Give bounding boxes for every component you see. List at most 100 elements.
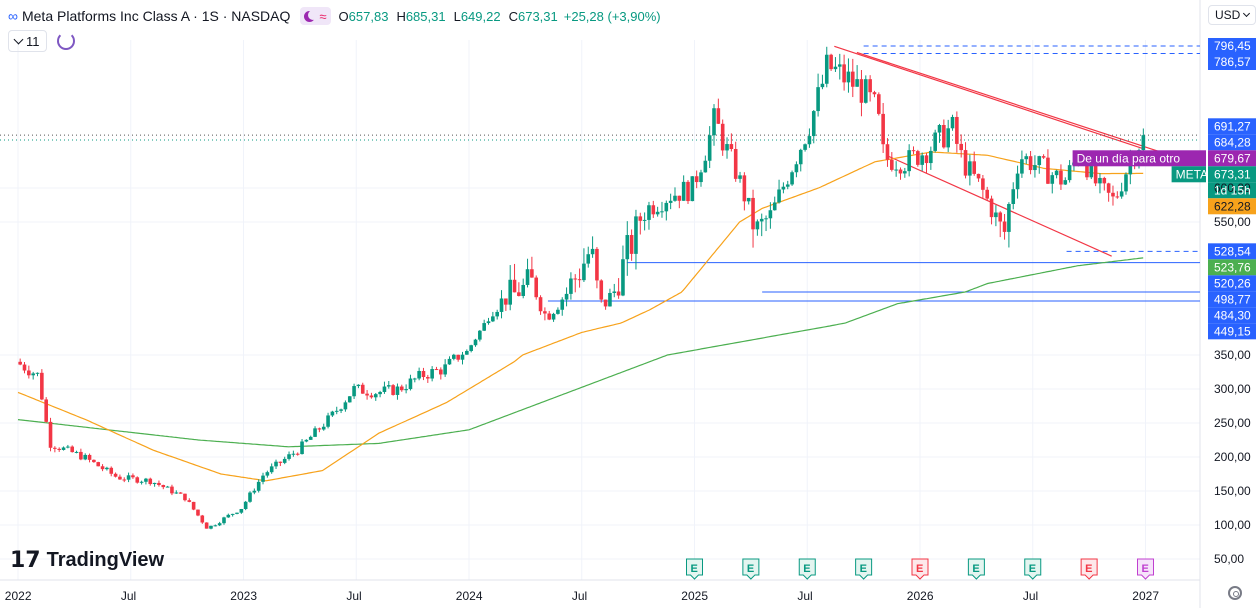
gear-icon[interactable] (1228, 586, 1242, 600)
currency-select[interactable]: USD (1208, 5, 1257, 25)
indicator-count: 11 (26, 33, 40, 49)
y-tick-label: 600,00 (1214, 181, 1251, 195)
session-pill[interactable]: ≈ (300, 7, 331, 25)
symbol-title[interactable]: Meta Platforms Inc Class A · 1S · NASDAQ (21, 8, 291, 24)
candle-body (1093, 162, 1098, 184)
open-label: O (338, 8, 349, 24)
candle-body (521, 284, 526, 296)
candle-body (347, 396, 352, 403)
candle-body (18, 361, 22, 365)
candle-body (53, 447, 57, 449)
close-value: 673,31 (517, 8, 558, 24)
y-tick-label: 250,00 (1214, 416, 1251, 430)
chart-header: ∞ Meta Platforms Inc Class A · 1S · NASD… (8, 6, 661, 26)
candle-body (877, 94, 881, 114)
candle-body (651, 205, 656, 215)
candle-body (48, 421, 53, 448)
channel-layer (834, 45, 1191, 257)
candle-body (57, 448, 61, 450)
candle-body (551, 313, 556, 320)
candle-body (725, 144, 729, 151)
candle-body (1089, 162, 1094, 178)
candle-body (781, 186, 786, 190)
earnings-marker (686, 558, 703, 580)
candle-body (1128, 159, 1133, 175)
candle-body (768, 210, 773, 219)
earnings-marker (911, 558, 929, 580)
candle-body (994, 212, 998, 218)
candle-body (478, 330, 482, 340)
candle-body (903, 171, 907, 174)
candle-body (439, 369, 443, 375)
refresh-icon[interactable] (56, 32, 75, 50)
chevron-down-icon (1243, 9, 1251, 18)
candle-body (152, 482, 157, 485)
candle-body (126, 475, 131, 480)
candle-body (738, 175, 742, 179)
tradingview-logo[interactable]: 17 TradingView (10, 548, 164, 573)
candle-body (517, 292, 521, 296)
side-tag-text: META (1176, 167, 1208, 181)
candle-body (274, 461, 278, 467)
price-label-badge (1208, 54, 1256, 70)
indicator-controls: 11 (8, 30, 75, 52)
side-tag-badge (1171, 166, 1206, 183)
candle-body (434, 369, 439, 371)
candle-body (196, 509, 200, 516)
candle-body (482, 323, 486, 331)
candle-body (1028, 156, 1033, 171)
candle-body (1050, 175, 1055, 184)
change-value: +25,28 (+3,90%) (563, 8, 661, 24)
price-label-badge (1208, 182, 1256, 199)
candle-body (916, 151, 920, 165)
candle-body (465, 350, 469, 355)
candle-body (161, 485, 166, 488)
candle-body (308, 436, 313, 440)
candle-body (1007, 204, 1011, 232)
candle-body (690, 176, 695, 202)
earnings-marker (798, 558, 816, 580)
approx-icon: ≈ (319, 8, 327, 24)
candle-body (625, 235, 630, 260)
price-label-text: 786,57 (1214, 55, 1251, 69)
candle-body (508, 279, 512, 305)
candle-body (1059, 170, 1063, 185)
candle-body (616, 291, 621, 296)
candle-body (460, 354, 465, 360)
candle-body (369, 395, 374, 398)
candle-body (699, 172, 703, 183)
candle-body (213, 525, 218, 527)
earnings-marker (1024, 558, 1042, 580)
x-tick-label: 2027 (1132, 589, 1159, 603)
candle-body (586, 254, 591, 264)
candle-body (1041, 156, 1046, 158)
candle-body (22, 364, 27, 371)
candle-body (907, 150, 911, 172)
candle-body (599, 280, 604, 300)
candle-body (846, 71, 851, 83)
candle-body (330, 411, 335, 416)
candle-body (391, 385, 395, 395)
candle-body (339, 409, 343, 411)
candle-body (96, 462, 101, 467)
price-label-badge (1208, 166, 1256, 183)
candle-body (278, 461, 283, 463)
candle-body (447, 358, 452, 365)
earnings-marker (1137, 558, 1154, 580)
candle-body (1106, 183, 1111, 193)
indicators-toggle[interactable]: 11 (8, 30, 47, 52)
x-tick-label: 2023 (230, 589, 257, 603)
candle-body (139, 481, 144, 483)
candle-body (790, 172, 794, 185)
candle-body (174, 492, 179, 494)
candle-body (452, 354, 456, 359)
candle-body (135, 477, 140, 483)
earnings-marker-letter: E (803, 563, 810, 575)
candle-body (1002, 221, 1007, 232)
price-label-badge (1208, 259, 1256, 276)
x-tick-label: 2025 (681, 589, 708, 603)
candle-body (109, 467, 114, 474)
candle-body (44, 399, 48, 422)
candle-body (131, 475, 135, 478)
